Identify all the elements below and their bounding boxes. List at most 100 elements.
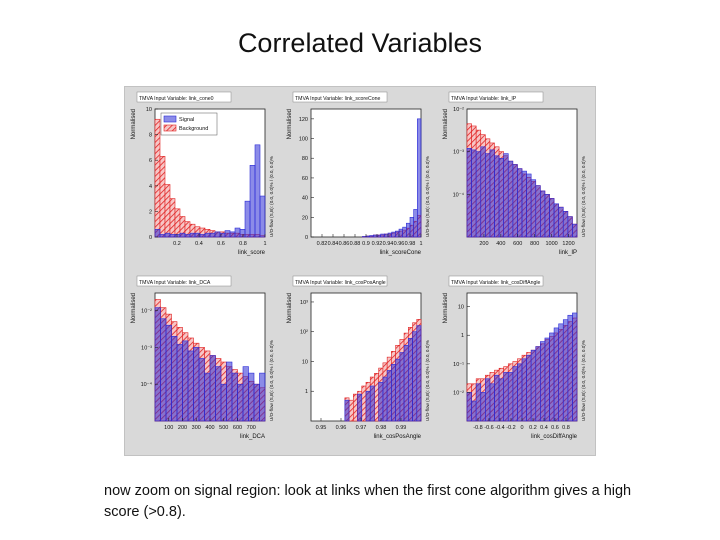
plot1-signal-bar	[214, 231, 221, 238]
plot4-overflow-label: U/O-flow (S,B): (0.0, 0.0)% / (0.0, 0.0)…	[269, 340, 274, 421]
plot5-title: TMVA Input Variable: link_cosPosAngle	[295, 280, 386, 286]
plot5-y-tick-label: 10²	[300, 330, 308, 336]
plot4-signal-bar	[248, 372, 255, 422]
plot6-signal-bar	[544, 337, 550, 422]
plot1-y-axis-label: Normalised	[131, 109, 137, 139]
plot5-signal-bar	[416, 325, 422, 422]
plot1-x-tick-label: 0.6	[217, 241, 225, 247]
plot6-signal-bar	[572, 312, 578, 422]
plot6-signal-bar	[485, 378, 491, 422]
plot5-signal-bar	[408, 338, 413, 422]
plot4-x-tick-label: 100	[164, 425, 173, 431]
plot3-x-tick-label: 1000	[545, 241, 557, 247]
plot2-signal-bar	[406, 222, 411, 238]
plot1-y-tick-label: 8	[149, 133, 152, 139]
plot6-x-tick-label: -0.6	[484, 425, 493, 431]
plot5-signal-bar	[357, 393, 363, 422]
plot3-signal-bar	[512, 164, 518, 238]
plot4-x-tick-label: 600	[233, 425, 242, 431]
plot2-signal-bar	[365, 235, 370, 238]
plot1-signal-bar	[229, 231, 236, 238]
plot4-x-axis-label: link_DCA	[240, 434, 265, 440]
plot6-signal-bar	[521, 358, 527, 422]
plot1-signal-bar	[244, 200, 251, 238]
plot1-signal-bar	[249, 165, 256, 238]
plot4-signal-bar	[198, 358, 205, 422]
plot4-signal-bar	[209, 355, 216, 422]
plot6-signal-bar	[498, 378, 504, 422]
plot2-y-tick-label: 100	[299, 137, 308, 143]
plot6-signal-bar	[507, 372, 514, 422]
plot3-signal-bar	[471, 149, 477, 238]
plot4-signal-bar	[160, 318, 167, 422]
plot1-background-bar	[174, 208, 181, 238]
plot1-signal-bar	[204, 232, 211, 238]
plot4-signal-bar	[176, 344, 183, 422]
plot6-title-box	[448, 275, 544, 287]
plot1-x-tick-label: 0.4	[195, 241, 203, 247]
plot5-y-tick-label: 1	[305, 389, 308, 395]
plot1-signal-bar	[224, 230, 231, 238]
plot5-x-axis-label: link_cosPosAngle	[374, 434, 422, 440]
plot2-y-tick-label: 80	[302, 156, 308, 162]
plot6-signal-bar	[480, 392, 486, 422]
plot5-signal-bar	[382, 376, 388, 422]
plot2-signal-bar	[387, 232, 392, 238]
plot4-y-tick-label: 10⁻⁴	[141, 381, 153, 388]
plot5-signal-bar	[365, 390, 371, 422]
plot6-signal-bar	[471, 400, 477, 422]
plot4-signal-bar	[204, 372, 211, 422]
plot2-overflow-label: U/O-flow (S,B): (0.0, 0.0)% / (0.0, 0.0)…	[425, 156, 430, 237]
plot3-signal-bar	[567, 216, 573, 238]
plot3-signal-bar	[507, 160, 514, 238]
plot2-title-box	[292, 91, 388, 103]
plot5-title-box	[292, 275, 388, 287]
plot5-background-bar	[348, 399, 354, 422]
plot6-signal-bar	[466, 392, 472, 422]
plot3-x-tick-label: 800	[530, 241, 539, 247]
plot6-x-tick-label: 0.6	[551, 425, 559, 431]
plot2-signal-bar	[384, 233, 389, 238]
plot3-y-tick-label: 10⁻³	[453, 150, 464, 156]
plot5-signal-bar	[369, 385, 375, 422]
plot3-x-tick-label: 400	[496, 241, 505, 247]
plot4-signal-bar	[154, 307, 161, 422]
plot2-title: TMVA Input Variable: link_scoreCone	[295, 96, 381, 102]
plot1-signal-bar	[174, 234, 181, 238]
plot6-signal-bar	[535, 346, 541, 422]
plot2-x-tick-label: 1	[419, 241, 422, 247]
plot6-x-tick-label: 0.2	[529, 425, 537, 431]
plot6-signal-bar	[530, 349, 537, 422]
plot4-signal-bar	[193, 347, 200, 422]
plot2-x-tick-label: 0.88	[350, 241, 361, 247]
plot1-y-tick-label: 6	[149, 158, 152, 164]
plot6-x-tick-label: 0	[520, 425, 523, 431]
plot4-signal-bar	[259, 372, 266, 422]
plot6-signal-bar	[562, 319, 569, 422]
plot1-background-bar	[154, 118, 161, 238]
plot1-overflow-label: U/O-flow (S,B): (0.0, 0.0)% / (0.0, 0.0)…	[269, 156, 274, 237]
plot3-title-box	[448, 91, 544, 103]
plot2-y-tick-label: 20	[302, 215, 308, 221]
plot3-signal-bar	[558, 206, 564, 238]
plot3-signal-bar	[553, 203, 559, 238]
plot6-title: TMVA Input Variable: link_cosDiffAngle	[451, 280, 540, 286]
plot2-x-tick-label: 0.84	[328, 241, 339, 247]
tmva-plot-grid: TMVA Input Variable: link_cone0 0.2 0.4 0.6…	[124, 86, 596, 456]
plot1-background-bar	[159, 156, 166, 238]
plot6-signal-bar	[553, 327, 559, 422]
plot3-signal-bar	[521, 170, 527, 238]
plot6-x-tick-label: 0.8	[562, 425, 570, 431]
plot3-signal-bar	[562, 211, 569, 238]
plot2-signal-bar	[417, 118, 422, 238]
plot2-signal-bar	[369, 235, 374, 238]
plot4-signal-bar	[182, 340, 189, 422]
plot5-background-bar	[353, 393, 358, 422]
plot3-signal-bar	[494, 155, 500, 238]
plot2-y-tick-label: 120	[299, 117, 308, 123]
plot3-x-axis-label: link_IP	[559, 250, 577, 256]
plot2-signal-bar	[380, 233, 385, 238]
plot1-title-box	[136, 91, 232, 103]
plot5-overflow-label: U/O-flow (S,B): (0.0, 0.0)% / (0.0, 0.0)…	[425, 340, 430, 421]
plot1-signal-bar	[234, 227, 241, 238]
